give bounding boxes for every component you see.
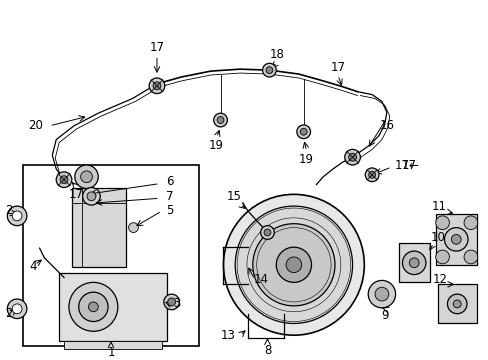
Circle shape (7, 206, 27, 226)
Circle shape (262, 63, 276, 77)
Circle shape (374, 287, 388, 301)
Text: 17: 17 (401, 158, 416, 171)
Text: 17: 17 (68, 188, 83, 201)
Circle shape (264, 229, 270, 236)
Bar (59, 273, 166, 341)
Text: 12: 12 (432, 273, 447, 286)
Bar (435, 214, 476, 265)
Circle shape (435, 250, 448, 264)
Text: 8: 8 (263, 345, 271, 357)
Circle shape (56, 172, 72, 188)
Circle shape (276, 247, 311, 282)
Circle shape (444, 228, 467, 251)
Circle shape (285, 257, 301, 273)
Text: 6: 6 (165, 175, 173, 188)
Text: 13: 13 (221, 329, 235, 342)
Circle shape (163, 294, 179, 310)
Circle shape (235, 206, 352, 324)
Text: 3: 3 (172, 297, 180, 310)
Text: 5: 5 (165, 204, 173, 217)
Circle shape (452, 300, 460, 308)
Text: 17: 17 (149, 41, 164, 54)
Text: 14: 14 (254, 273, 268, 286)
Circle shape (153, 82, 161, 90)
Text: 20: 20 (28, 120, 42, 132)
Circle shape (463, 216, 477, 230)
Circle shape (344, 149, 360, 165)
Text: 2: 2 (5, 204, 13, 217)
Bar (23, 165, 199, 346)
Text: 2: 2 (5, 307, 13, 320)
Text: 10: 10 (429, 231, 444, 244)
Circle shape (463, 250, 477, 264)
Circle shape (167, 298, 175, 306)
Circle shape (367, 280, 395, 308)
Circle shape (265, 67, 272, 73)
Circle shape (447, 294, 466, 314)
Circle shape (260, 226, 274, 239)
Bar (398, 243, 429, 282)
Text: 15: 15 (226, 190, 241, 203)
Text: 16: 16 (379, 120, 393, 132)
Text: 11: 11 (431, 199, 446, 213)
Bar (437, 284, 476, 324)
Circle shape (128, 223, 138, 233)
Circle shape (81, 171, 92, 183)
Text: 19: 19 (209, 139, 224, 152)
Bar (72, 189, 125, 267)
Circle shape (435, 216, 448, 230)
Circle shape (408, 258, 418, 268)
Text: 4: 4 (29, 260, 37, 273)
Text: 7: 7 (165, 190, 173, 203)
Circle shape (223, 194, 364, 335)
Bar (64, 341, 162, 349)
Circle shape (7, 299, 27, 319)
Circle shape (450, 234, 460, 244)
Circle shape (296, 125, 310, 139)
Circle shape (60, 176, 68, 184)
Circle shape (87, 192, 96, 201)
Circle shape (402, 251, 425, 275)
Circle shape (79, 292, 108, 321)
Text: 19: 19 (299, 153, 313, 166)
Circle shape (368, 171, 375, 178)
Circle shape (12, 211, 22, 221)
Circle shape (217, 117, 224, 123)
Text: 18: 18 (269, 48, 284, 61)
Text: 1: 1 (107, 346, 115, 359)
Text: 9: 9 (380, 309, 388, 322)
Text: 17: 17 (330, 61, 345, 74)
Circle shape (82, 188, 100, 205)
Circle shape (149, 78, 164, 94)
Circle shape (348, 153, 356, 161)
Circle shape (213, 113, 227, 127)
Circle shape (75, 165, 98, 189)
Circle shape (12, 304, 22, 314)
Circle shape (300, 128, 306, 135)
Text: 17←: 17← (394, 158, 419, 171)
Circle shape (88, 302, 98, 312)
Circle shape (365, 168, 378, 182)
Circle shape (69, 282, 118, 331)
Circle shape (252, 224, 334, 306)
